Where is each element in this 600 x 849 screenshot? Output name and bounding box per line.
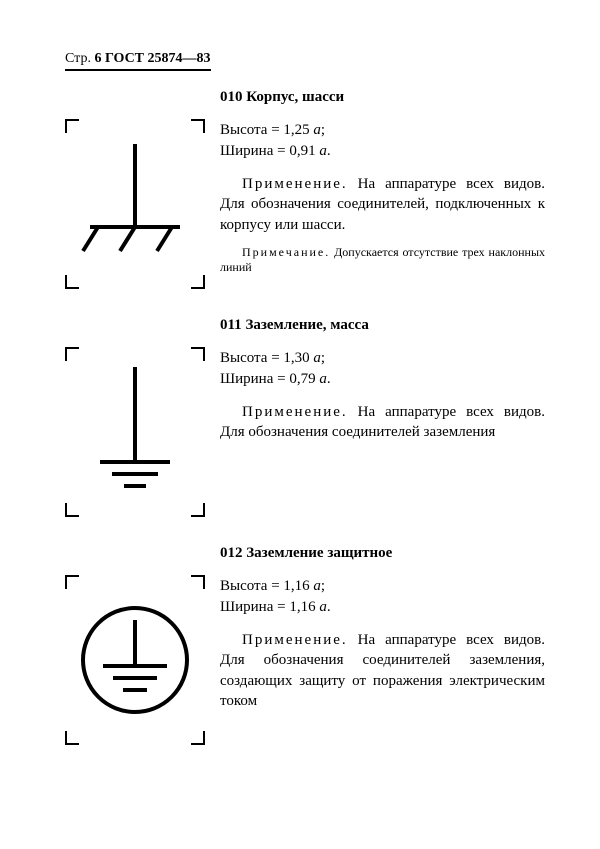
symbol-column — [65, 89, 220, 289]
protective-earth-icon — [75, 600, 195, 720]
entry-name: Корпус, шасси — [246, 89, 344, 105]
height-unit: a — [313, 578, 321, 594]
note-lead: Примечание. — [242, 245, 330, 259]
text-column: 011 Заземление, масса Высота = 1,30 a; Ш… — [220, 317, 545, 517]
height-unit: a — [313, 350, 321, 366]
dimensions: Высота = 1,25 a; Ширина = 0,91 a. — [220, 120, 545, 162]
width-value: 0,79 — [289, 371, 315, 387]
height-unit: a — [313, 122, 321, 138]
height-label: Высота — [220, 122, 267, 138]
symbol-column — [65, 545, 220, 745]
usage-text: Применение. На аппаратуре всех видов. Дл… — [220, 630, 545, 711]
width-label: Ширина — [220, 371, 273, 387]
width-label: Ширина — [220, 143, 273, 159]
chassis-ground-icon — [80, 139, 190, 269]
entry-name: Заземление защитное — [246, 545, 392, 561]
entry-code: 012 — [220, 545, 243, 561]
earth-ground-icon — [85, 362, 185, 502]
crop-mark-icon — [65, 575, 79, 589]
standard-code: ГОСТ 25874—83 — [105, 51, 211, 66]
height-label: Высота — [220, 350, 267, 366]
entry-title: 011 Заземление, масса — [220, 317, 545, 334]
page: Стр. 6 ГОСТ 25874—83 — [0, 0, 600, 849]
page-label: Стр. — [65, 51, 91, 66]
crop-mark-icon — [65, 731, 79, 745]
entry-code: 011 — [220, 317, 242, 333]
width-value: 0,91 — [289, 143, 315, 159]
entry-code: 010 — [220, 89, 243, 105]
width-unit: a — [319, 371, 327, 387]
crop-mark-icon — [65, 119, 79, 133]
usage-text: Применение. На аппаратуре всех видов. Дл… — [220, 402, 545, 443]
crop-mark-icon — [191, 347, 205, 361]
usage-text: Применение. На аппаратуре всех видов. Дл… — [220, 174, 545, 235]
entry-title: 012 Заземление защитное — [220, 545, 545, 562]
height-value: 1,25 — [283, 122, 309, 138]
entry-010: 010 Корпус, шасси Высота = 1,25 a; Ширин… — [65, 89, 545, 289]
width-value: 1,16 — [289, 599, 315, 615]
crop-mark-icon — [191, 275, 205, 289]
dimensions: Высота = 1,30 a; Ширина = 0,79 a. — [220, 348, 545, 390]
crop-mark-icon — [191, 731, 205, 745]
symbol-frame — [65, 119, 205, 289]
page-header: Стр. 6 ГОСТ 25874—83 — [65, 51, 211, 71]
entry-011: 011 Заземление, масса Высота = 1,30 a; Ш… — [65, 317, 545, 517]
usage-lead: Применение. — [242, 176, 348, 192]
height-label: Высота — [220, 578, 267, 594]
height-value: 1,16 — [283, 578, 309, 594]
symbol-column — [65, 317, 220, 517]
crop-mark-icon — [65, 275, 79, 289]
crop-mark-icon — [65, 347, 79, 361]
width-label: Ширина — [220, 599, 273, 615]
note-text: Примечание. Допускается отсутствие трех … — [220, 245, 545, 276]
entry-name: Заземление, масса — [245, 317, 368, 333]
usage-lead: Применение. — [242, 632, 348, 648]
width-unit: a — [319, 599, 327, 615]
symbol-frame — [65, 575, 205, 745]
usage-lead: Применение. — [242, 404, 348, 420]
crop-mark-icon — [191, 503, 205, 517]
width-unit: a — [319, 143, 327, 159]
crop-mark-icon — [191, 575, 205, 589]
height-value: 1,30 — [283, 350, 309, 366]
text-column: 010 Корпус, шасси Высота = 1,25 a; Ширин… — [220, 89, 545, 289]
crop-mark-icon — [65, 503, 79, 517]
page-number: 6 — [94, 51, 101, 66]
entry-012: 012 Заземление защитное Высота = 1,16 a;… — [65, 545, 545, 745]
entry-title: 010 Корпус, шасси — [220, 89, 545, 106]
dimensions: Высота = 1,16 a; Ширина = 1,16 a. — [220, 576, 545, 618]
text-column: 012 Заземление защитное Высота = 1,16 a;… — [220, 545, 545, 745]
crop-mark-icon — [191, 119, 205, 133]
symbol-frame — [65, 347, 205, 517]
